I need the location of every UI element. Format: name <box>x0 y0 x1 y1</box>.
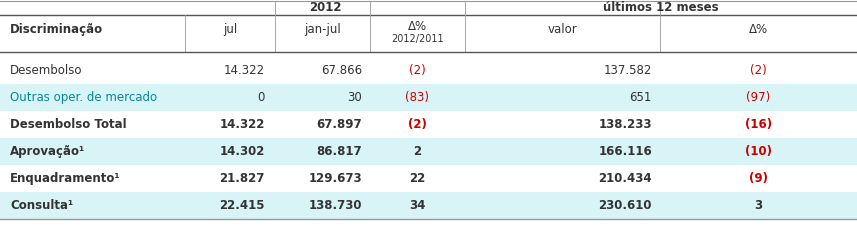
Text: (10): (10) <box>745 145 772 158</box>
Text: 22.415: 22.415 <box>219 199 265 212</box>
Text: últimos 12 meses: últimos 12 meses <box>603 1 719 14</box>
Text: 2012: 2012 <box>309 1 341 14</box>
Text: 30: 30 <box>347 91 362 104</box>
Text: 14.302: 14.302 <box>219 145 265 158</box>
Text: (2): (2) <box>408 118 427 131</box>
Text: (83): (83) <box>405 91 429 104</box>
Text: 230.610: 230.610 <box>598 199 652 212</box>
Text: Δ%: Δ% <box>408 20 427 33</box>
Text: (9): (9) <box>749 172 768 185</box>
Text: 14.322: 14.322 <box>219 118 265 131</box>
Text: 138.233: 138.233 <box>598 118 652 131</box>
Text: 2: 2 <box>413 145 422 158</box>
Text: Aprovação¹: Aprovação¹ <box>10 145 85 158</box>
Text: jan-jul: jan-jul <box>304 23 341 36</box>
Text: 21.827: 21.827 <box>219 172 265 185</box>
Text: 86.817: 86.817 <box>316 145 362 158</box>
Text: 67.866: 67.866 <box>321 64 362 77</box>
Text: 67.897: 67.897 <box>316 118 362 131</box>
Text: Enquadramento¹: Enquadramento¹ <box>10 172 121 185</box>
Text: 166.116: 166.116 <box>598 145 652 158</box>
Bar <box>0 192 857 219</box>
Text: 14.322: 14.322 <box>224 64 265 77</box>
Text: 2012/2011: 2012/2011 <box>391 33 444 44</box>
Text: 3: 3 <box>754 199 763 212</box>
Text: 34: 34 <box>410 199 426 212</box>
Bar <box>0 84 857 111</box>
Text: (2): (2) <box>409 64 426 77</box>
Text: Discriminação: Discriminação <box>10 23 103 36</box>
Text: Outras oper. de mercado: Outras oper. de mercado <box>10 91 157 104</box>
Text: (16): (16) <box>745 118 772 131</box>
Text: 137.582: 137.582 <box>603 64 652 77</box>
Text: 129.673: 129.673 <box>309 172 362 185</box>
Text: Consulta¹: Consulta¹ <box>10 199 73 212</box>
Text: 651: 651 <box>630 91 652 104</box>
Bar <box>0 138 857 165</box>
Text: (2): (2) <box>750 64 767 77</box>
Text: Δ%: Δ% <box>749 23 768 36</box>
Text: 22: 22 <box>410 172 426 185</box>
Text: valor: valor <box>548 23 578 36</box>
Text: jul: jul <box>223 23 237 36</box>
Text: 0: 0 <box>258 91 265 104</box>
Text: (97): (97) <box>746 91 770 104</box>
Text: Desembolso: Desembolso <box>10 64 82 77</box>
Text: 138.730: 138.730 <box>309 199 362 212</box>
Text: 210.434: 210.434 <box>598 172 652 185</box>
Text: Desembolso Total: Desembolso Total <box>10 118 127 131</box>
